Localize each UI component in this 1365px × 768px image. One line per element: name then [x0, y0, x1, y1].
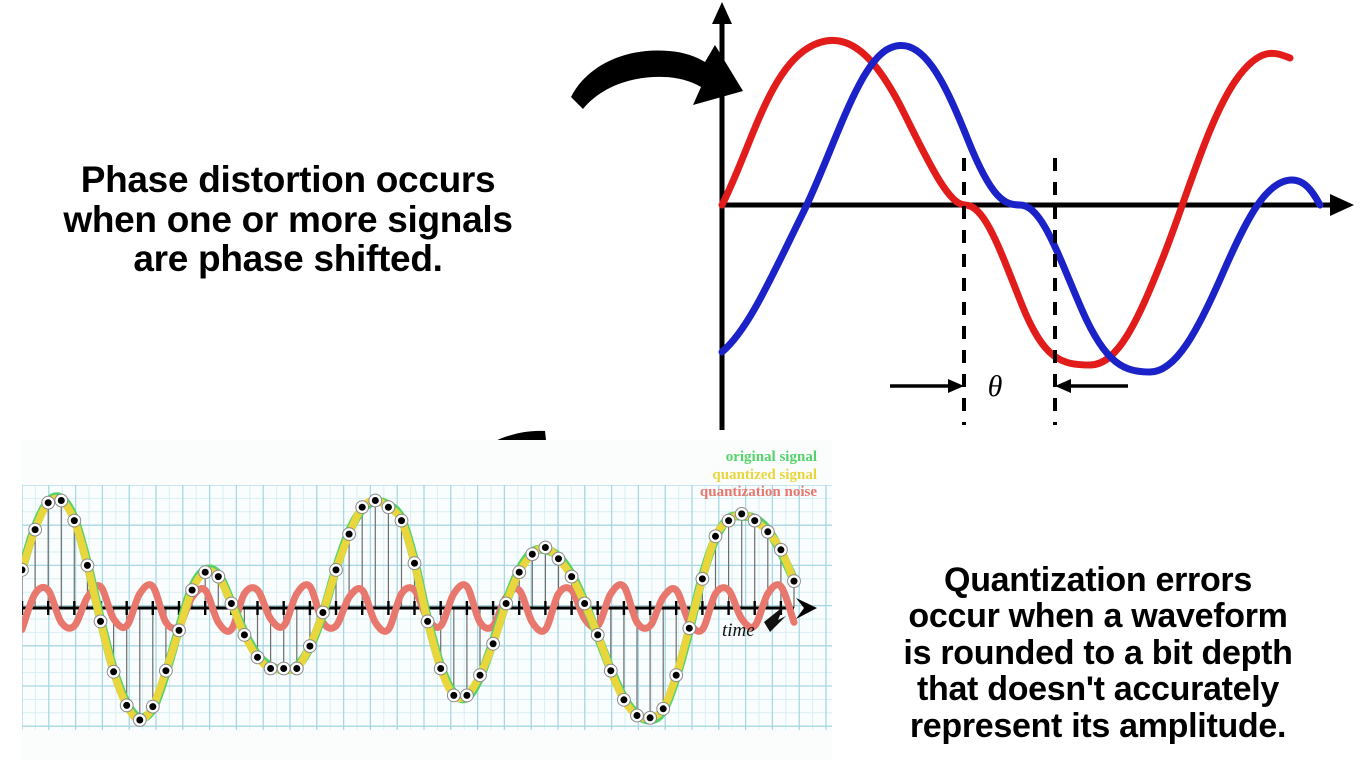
sample-dot: [329, 562, 343, 577]
phase-measure-arrow-left: [890, 379, 964, 393]
time-arrow-icon: [764, 606, 786, 632]
sample-dot: [289, 661, 304, 676]
reference-sine-curve: [718, 36, 1294, 369]
sample-dot: [54, 493, 69, 508]
sample-dot: [119, 698, 134, 713]
sample-dot: [747, 513, 762, 528]
sample-dot: [41, 495, 56, 510]
phase-shift-diagram: θ: [700, 0, 1365, 440]
sample-dot: [250, 650, 265, 665]
sample-dot: [145, 699, 160, 714]
sample-dot: [708, 529, 723, 544]
sample-dot: [80, 558, 95, 573]
sample-dot: [512, 565, 527, 580]
sample-dot: [551, 551, 566, 566]
phase-caption-line-1: Phase distortion occurs: [80, 159, 496, 200]
legend-item-quantized-signal: quantized signal: [712, 466, 817, 483]
sample-dot: [93, 614, 108, 629]
sample-dot: [22, 563, 29, 577]
sample-dot: [446, 688, 461, 703]
sample-dot: [420, 614, 435, 629]
y-axis: [712, 2, 732, 430]
sample-dot: [132, 713, 147, 727]
sample-dot: [355, 500, 370, 515]
sample-dot: [381, 500, 396, 515]
sample-dot: [721, 513, 736, 528]
sample-dot: [67, 513, 82, 528]
phase-caption-line-3: are phase shifted.: [133, 238, 443, 280]
sample-dot: [106, 664, 121, 679]
legend-item-original-signal: original signal: [725, 449, 817, 465]
sample-dot: [486, 636, 501, 651]
phase-distortion-caption: Phase distortion occurs when one or more…: [18, 160, 558, 279]
sample-dot: [263, 661, 278, 676]
sample-dot: [342, 527, 357, 541]
quantization-errors-caption: Quantization errors occur when a wavefor…: [838, 562, 1358, 744]
shifted-sine-curve: [718, 42, 1324, 376]
sample-dot: [617, 692, 631, 707]
curved-arrow-right-icon: [565, 35, 750, 130]
sample-dot: [276, 661, 291, 676]
sample-dot: [525, 547, 540, 562]
quant-caption-line-3: is rounded to a bit depth: [903, 633, 1293, 672]
sample-dot: [28, 522, 43, 537]
quantization-figure: time: [22, 440, 832, 760]
phase-measure-arrow-right: [1055, 379, 1128, 393]
theta-symbol-label: θ: [988, 370, 1003, 403]
quant-caption-line-1: Quantization errors: [944, 561, 1252, 599]
sample-dots: [22, 493, 801, 727]
sample-dot: [316, 605, 330, 620]
sample-dot: [656, 701, 671, 716]
sample-dot: [590, 628, 605, 642]
sample-dot: [760, 524, 775, 539]
legend-item-quantization-noise: quantization noise: [699, 484, 817, 501]
sample-dot: [198, 565, 213, 580]
sample-dot: [774, 542, 788, 557]
sample-dot: [185, 583, 200, 598]
sample-dot: [172, 623, 186, 638]
sample-dot: [433, 661, 448, 676]
sample-dot: [538, 540, 553, 555]
quant-caption-line-2: occur when a waveform: [908, 597, 1288, 636]
sample-dot: [734, 507, 749, 521]
sample-dot: [473, 668, 487, 683]
sample-dot: [394, 513, 409, 528]
sample-dot: [237, 628, 252, 642]
sample-dot: [787, 574, 801, 589]
quant-caption-line-4: that doesn't accurately: [916, 670, 1280, 709]
sample-dot: [669, 668, 684, 683]
quant-caption-line-5: represent its amplitude.: [909, 706, 1287, 745]
sample-dot: [460, 688, 474, 703]
sample-dot: [224, 596, 239, 611]
sample-dot: [407, 556, 422, 571]
sample-dot: [643, 710, 657, 725]
sample-dot: [577, 596, 592, 611]
sample-dot: [564, 569, 579, 584]
sample-dot: [211, 569, 226, 584]
quantization-noise-curve: [22, 581, 798, 635]
sample-dot: [682, 621, 697, 636]
sample-dot: [303, 639, 317, 654]
sample-dot: [499, 596, 514, 611]
time-axis-label: time: [722, 620, 755, 641]
phase-caption-line-2: when one or more signals: [63, 198, 513, 240]
sample-dot: [695, 572, 710, 586]
sample-stems: [22, 500, 795, 720]
time-axis: [22, 598, 817, 619]
sample-dot: [159, 663, 173, 678]
sample-dot: [630, 708, 644, 723]
sample-dot: [603, 663, 618, 678]
sample-dot: [368, 493, 383, 508]
quantization-legend: original signal quantized signal quantiz…: [612, 449, 817, 502]
